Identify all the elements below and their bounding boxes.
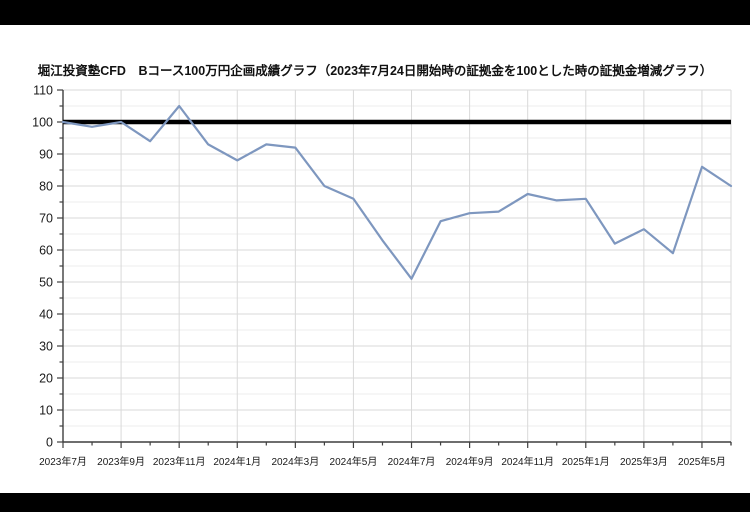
x-tick-label: 2023年7月 — [39, 455, 87, 468]
y-tick-label: 60 — [39, 244, 53, 258]
y-tick-label: 110 — [33, 84, 53, 98]
series-line — [61, 104, 733, 280]
x-tick-label: 2024年7月 — [388, 455, 436, 468]
x-tick-label: 2024年5月 — [330, 455, 378, 468]
x-tick-label: 2023年11月 — [153, 455, 206, 468]
y-tick-label: 20 — [39, 372, 53, 386]
y-tick-label: 0 — [46, 436, 53, 450]
chart-title: 堀江投資塾CFD Bコース100万円企画成績グラフ（2023年7月24日開始時の… — [37, 64, 713, 78]
y-tick-label: 30 — [39, 340, 53, 354]
y-tick-label: 70 — [39, 212, 53, 226]
y-tick-label: 50 — [39, 276, 53, 290]
chart-panel — [0, 25, 750, 493]
x-tick-label: 2024年1月 — [213, 455, 261, 468]
y-tick-label: 90 — [39, 148, 53, 162]
y-tick-label: 100 — [32, 116, 53, 130]
y-tick-label: 40 — [39, 308, 53, 322]
x-tick-label: 2024年9月 — [446, 455, 494, 468]
x-tick-label: 2023年9月 — [97, 455, 145, 468]
x-tick-label: 2024年11月 — [501, 455, 554, 468]
x-tick-label: 2024年3月 — [271, 455, 319, 468]
x-tick-label: 2025年5月 — [678, 455, 726, 468]
x-tick-label: 2025年3月 — [620, 455, 668, 468]
x-tick-label: 2025年1月 — [562, 455, 610, 468]
y-tick-label: 10 — [39, 404, 53, 418]
y-tick-label: 80 — [39, 180, 53, 194]
